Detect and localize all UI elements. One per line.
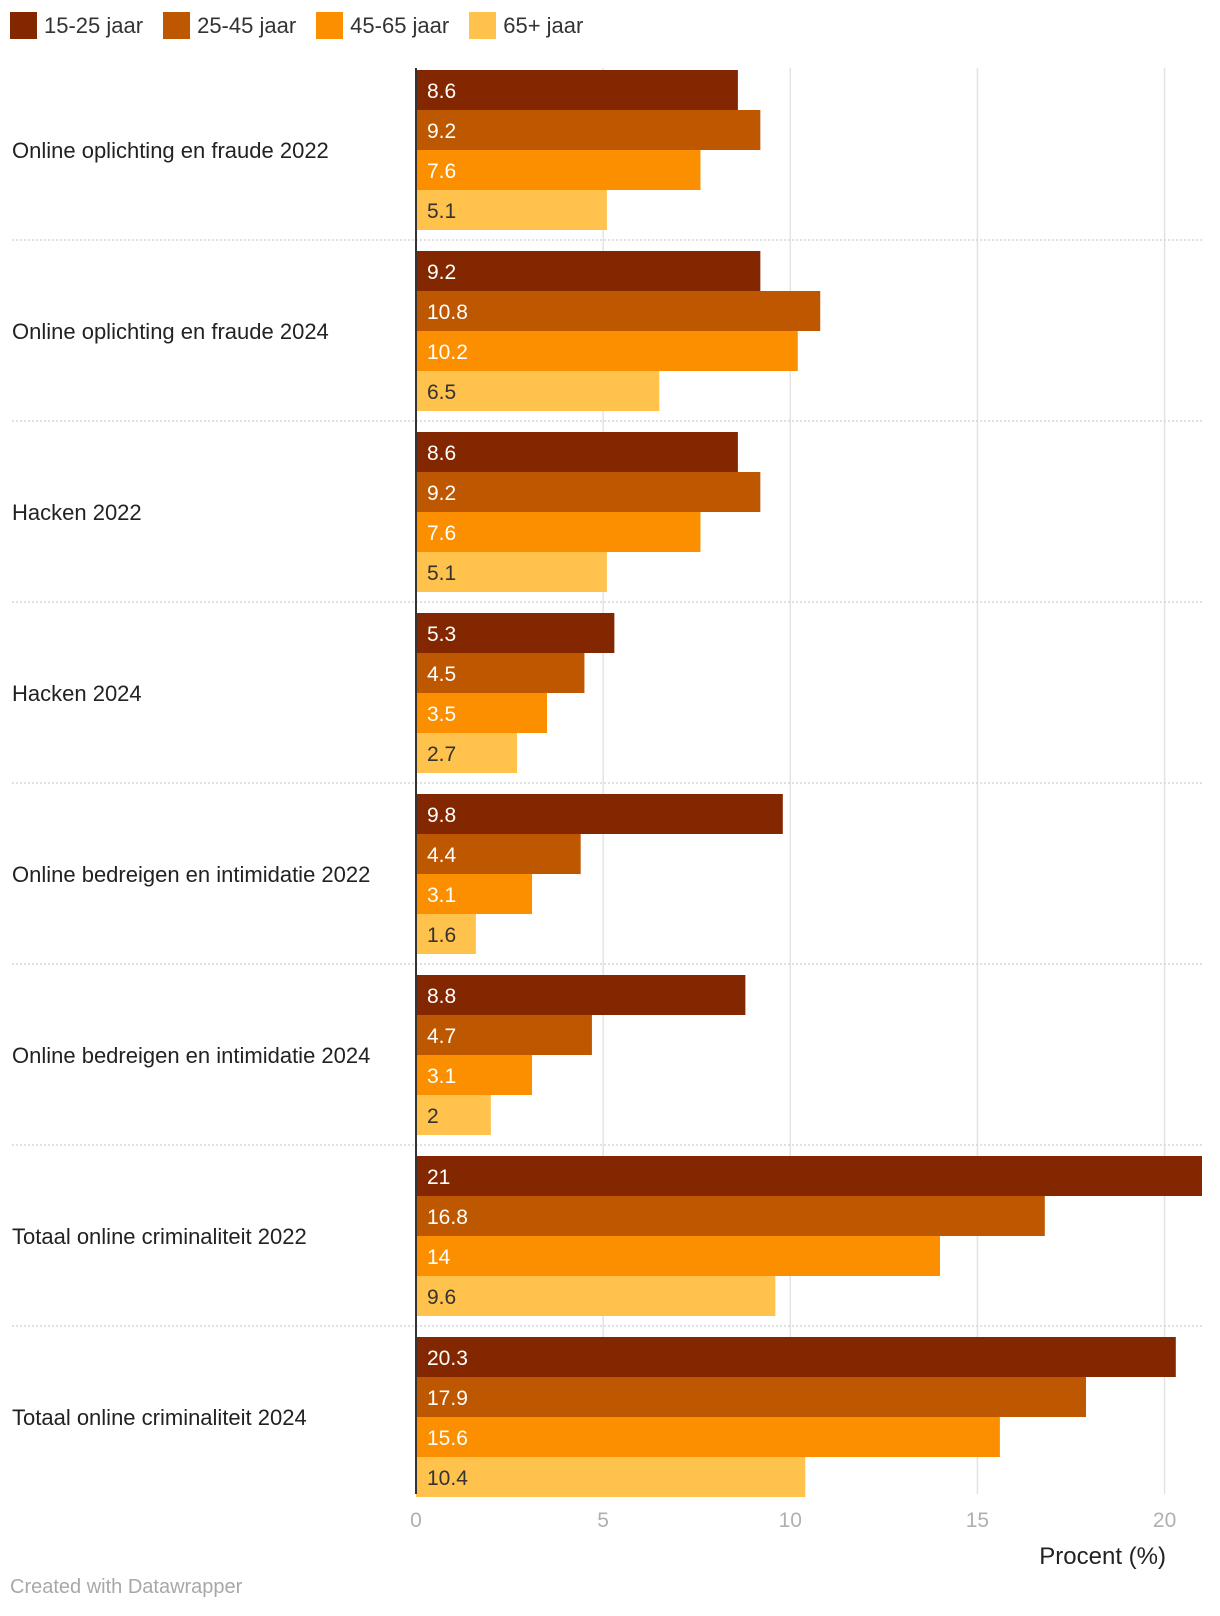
legend-label: 25-45 jaar — [197, 12, 297, 38]
bar-value-label: 17.9 — [427, 1387, 468, 1410]
bar-value-label: 2.7 — [427, 743, 456, 766]
x-tick-label-0: 0 — [410, 1509, 422, 1532]
bar-value-label: 8.6 — [427, 80, 456, 103]
category-label: Online oplichting en fraude 2024 — [12, 319, 329, 344]
bar — [416, 1377, 1086, 1417]
bar — [416, 794, 783, 834]
legend-label: 65+ jaar — [503, 12, 584, 38]
x-axis-title: Procent (%) — [1039, 1543, 1166, 1570]
bar-value-label: 9.8 — [427, 804, 456, 827]
credit-text: Created with Datawrapper — [10, 1576, 243, 1598]
bar-value-label: 6.5 — [427, 381, 456, 404]
category-label: Totaal online criminaliteit 2022 — [12, 1224, 307, 1249]
bar — [416, 251, 761, 291]
bar — [416, 331, 798, 371]
bar — [416, 472, 761, 512]
legend-swatch — [163, 12, 191, 39]
bar — [416, 1457, 806, 1497]
legend-swatch — [10, 12, 37, 39]
bar-value-label: 10.8 — [427, 301, 468, 324]
x-tick-label-10: 10 — [779, 1509, 802, 1532]
bar-value-label: 7.6 — [427, 522, 456, 545]
bar — [416, 1156, 1202, 1196]
bar — [416, 371, 660, 411]
bar — [416, 1196, 1045, 1236]
bar-value-label: 10.4 — [427, 1467, 468, 1490]
bar-value-label: 9.2 — [427, 482, 456, 505]
bar — [416, 512, 701, 552]
bar — [416, 874, 533, 914]
legend-swatch — [469, 12, 497, 39]
bar — [416, 1236, 940, 1276]
bar-value-label: 3.1 — [427, 1065, 456, 1088]
bar — [416, 1095, 491, 1135]
bar — [416, 150, 701, 190]
bar — [416, 733, 518, 773]
bar-value-label: 5.3 — [427, 623, 456, 646]
legend-item: 45-65 jaar — [316, 12, 449, 39]
legend: 15-25 jaar 25-45 jaar 45-65 jaar 65+ jaar — [10, 12, 603, 39]
bar-value-label: 5.1 — [427, 200, 456, 223]
category-label: Totaal online criminaliteit 2024 — [12, 1405, 307, 1430]
bar — [416, 1276, 776, 1316]
category-label: Hacken 2022 — [12, 500, 142, 525]
bar-value-label: 3.1 — [427, 884, 456, 907]
bar — [416, 975, 746, 1015]
category-label: Online oplichting en fraude 2022 — [12, 138, 329, 163]
bar — [416, 653, 585, 693]
bar-value-label: 1.6 — [427, 924, 456, 947]
bar-value-label: 14 — [427, 1246, 451, 1269]
bar-value-label: 2 — [427, 1105, 439, 1128]
x-tick-label-5: 5 — [597, 1509, 609, 1532]
bar — [416, 834, 581, 874]
legend-item: 15-25 jaar — [10, 12, 143, 39]
bar — [416, 110, 761, 150]
bar-value-label: 8.8 — [427, 985, 456, 1008]
bar — [416, 1337, 1176, 1377]
bar — [416, 70, 738, 110]
bar — [416, 432, 738, 472]
bar-value-label: 20.3 — [427, 1347, 468, 1370]
legend-label: 15-25 jaar — [44, 12, 144, 38]
bar-value-label: 10.2 — [427, 341, 468, 364]
x-tick-label-15: 15 — [966, 1509, 989, 1532]
bar — [416, 1055, 533, 1095]
legend-item: 25-45 jaar — [163, 12, 296, 39]
legend-label: 45-65 jaar — [350, 12, 450, 38]
category-label: Hacken 2024 — [12, 681, 142, 706]
bar-value-label: 7.6 — [427, 160, 456, 183]
bar-value-label: 4.4 — [427, 844, 457, 867]
bar-value-label: 8.6 — [427, 442, 456, 465]
bar — [416, 190, 607, 230]
bar — [416, 1417, 1000, 1457]
bar-value-label: 16.8 — [427, 1206, 468, 1229]
bar-value-label: 9.2 — [427, 261, 456, 284]
bar — [416, 693, 547, 733]
x-tick-label-20: 20 — [1153, 1509, 1176, 1532]
bar-value-label: 4.7 — [427, 1025, 456, 1048]
bar-value-label: 21 — [427, 1166, 450, 1189]
bar-value-label: 4.5 — [427, 663, 456, 686]
legend-item: 65+ jaar — [469, 12, 583, 39]
bar-value-label: 15.6 — [427, 1427, 468, 1450]
category-label: Online bedreigen en intimidatie 2022 — [12, 862, 370, 887]
bar — [416, 552, 607, 592]
bar-value-label: 5.1 — [427, 562, 456, 585]
category-label: Online bedreigen en intimidatie 2024 — [12, 1043, 370, 1068]
bar — [416, 1015, 592, 1055]
bar-value-label: 9.6 — [427, 1286, 456, 1309]
bar — [416, 613, 615, 653]
legend-swatch — [316, 12, 344, 39]
bar-value-label: 3.5 — [427, 703, 456, 726]
bar-value-label: 9.2 — [427, 120, 456, 143]
bar — [416, 291, 821, 331]
bar — [416, 914, 476, 954]
